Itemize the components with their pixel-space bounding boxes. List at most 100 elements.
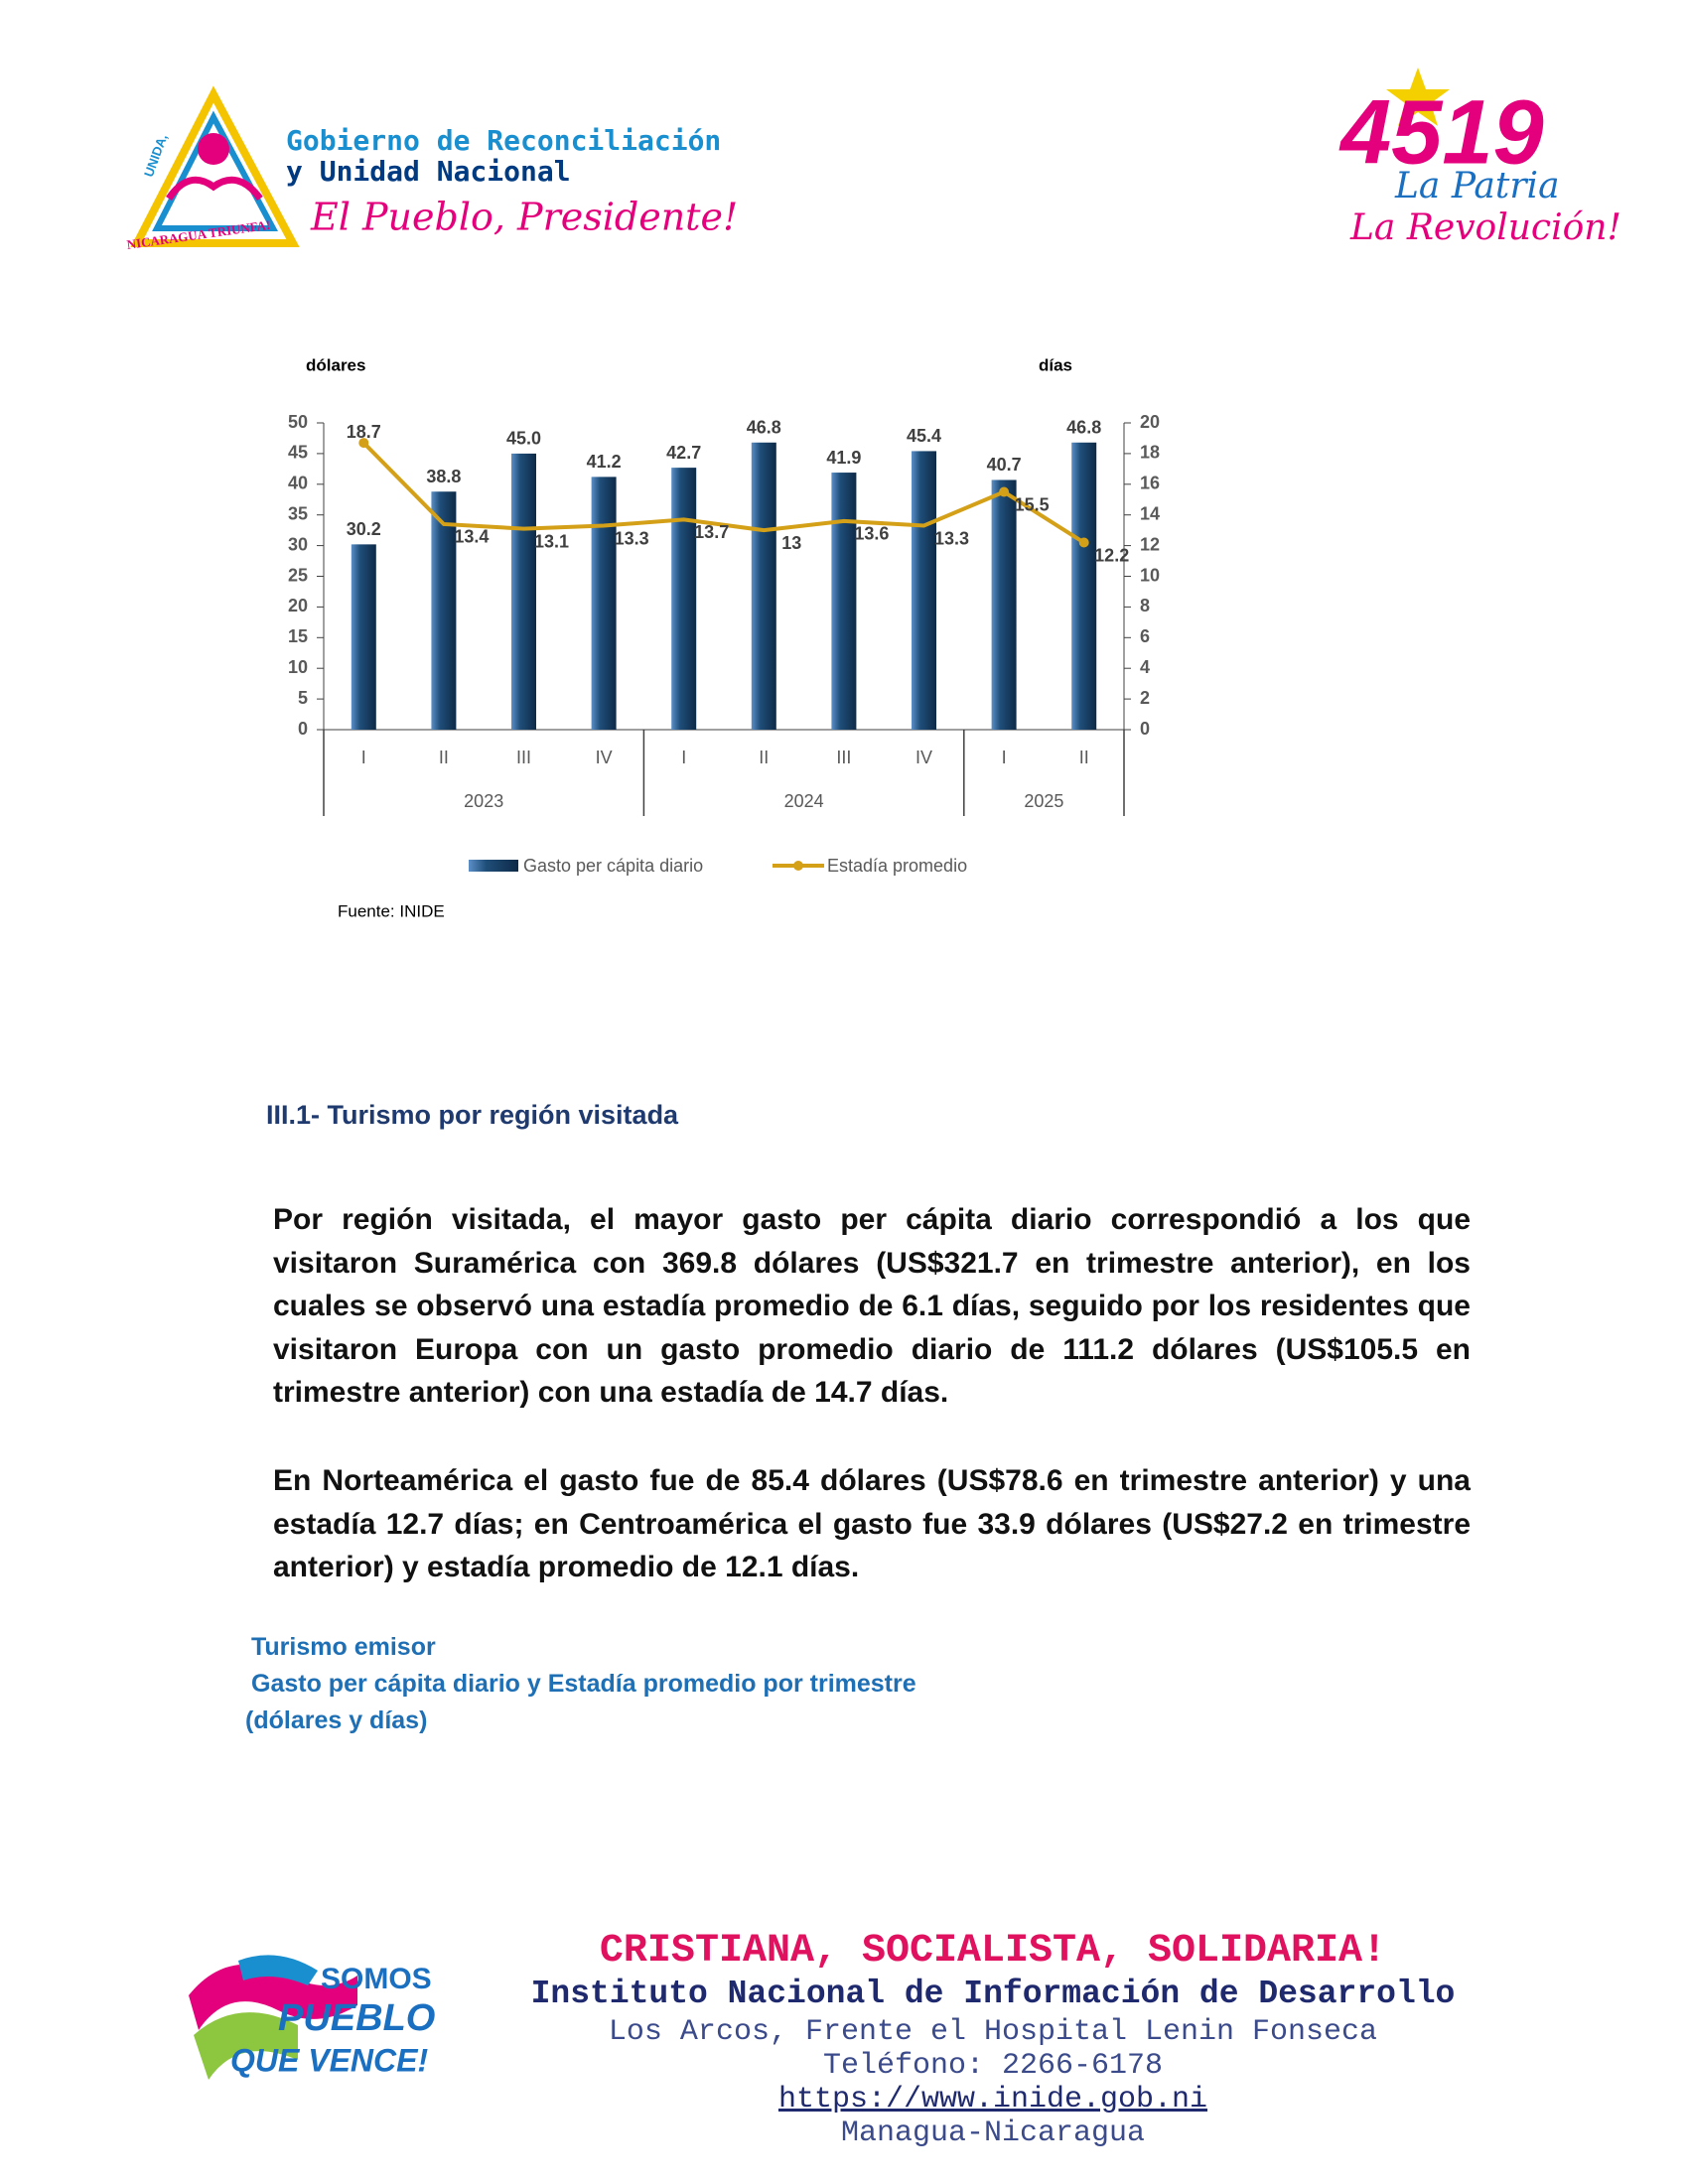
y-tick-label: 50 xyxy=(288,412,308,432)
y-tick-label: 10 xyxy=(288,657,308,677)
x-tick-label: III xyxy=(516,748,531,767)
logo-text: QUE VENCE! xyxy=(230,2042,428,2078)
caption: (dólares y días) xyxy=(245,1706,428,1734)
x-tick-label: I xyxy=(361,748,366,767)
y2-axis-label: días xyxy=(1039,355,1072,374)
x-tick-label: IV xyxy=(915,748,932,767)
legend-swatch xyxy=(469,860,518,872)
caption: Turismo emisor xyxy=(251,1633,436,1661)
bar-value-label: 46.8 xyxy=(747,418,781,438)
logo-text: PUEBLO xyxy=(278,1997,435,2039)
section-heading: III.1- Turismo por región visitada xyxy=(266,1100,679,1130)
x-tick-label: II xyxy=(1079,748,1089,767)
bar xyxy=(511,453,536,730)
slogan: El Pueblo, Presidente! xyxy=(310,196,738,239)
bar-value-label: 45.4 xyxy=(907,426,941,446)
y-tick-label: 25 xyxy=(288,565,308,585)
footer-city: Managua-Nicaragua xyxy=(840,2116,1146,2150)
x-tick-label: I xyxy=(681,748,686,767)
logo-text: SOMOS xyxy=(321,1963,432,1995)
group-label: 2024 xyxy=(784,791,824,811)
gov-name: Gobierno de Reconciliación xyxy=(286,124,721,157)
bar xyxy=(751,442,776,730)
line-value-label: 15.5 xyxy=(1015,494,1050,514)
bar xyxy=(671,468,697,730)
caption: Gasto per cápita diario y Estadía promed… xyxy=(251,1670,916,1698)
y2-tick-label: 14 xyxy=(1140,503,1160,523)
bar-value-label: 46.8 xyxy=(1066,418,1101,438)
y-tick-label: 20 xyxy=(288,596,308,615)
y2-tick-label: 18 xyxy=(1140,443,1160,463)
footer-institute: Instituto Nacional de Información de Des… xyxy=(530,1976,1456,2012)
bar-value-label: 30.2 xyxy=(347,519,381,539)
bar-value-label: 38.8 xyxy=(426,467,461,486)
footer-url[interactable]: https://www.inide.gob.ni xyxy=(777,2083,1208,2116)
y2-tick-label: 4 xyxy=(1140,657,1150,677)
badge-text: La Revolución! xyxy=(1349,207,1621,248)
y2-tick-label: 10 xyxy=(1140,565,1160,585)
y2-tick-label: 20 xyxy=(1140,412,1160,432)
x-tick-label: IV xyxy=(596,748,613,767)
y2-tick-label: 16 xyxy=(1140,474,1160,493)
y-tick-label: 0 xyxy=(298,719,308,739)
logo-ring-text: UNIDA, xyxy=(141,132,170,179)
x-tick-label: II xyxy=(439,748,449,767)
source: Fuente: INIDE xyxy=(338,901,445,920)
line-value-label: 13.1 xyxy=(534,531,569,551)
bar xyxy=(912,451,936,730)
legend-label: Gasto per cápita diario xyxy=(523,856,703,876)
line-value-label: 12.2 xyxy=(1094,545,1129,565)
y-tick-label: 5 xyxy=(298,688,308,708)
legend-swatch xyxy=(793,861,803,871)
y-axis-label: dólares xyxy=(306,355,365,374)
bar xyxy=(591,477,617,730)
bar-value-label: 42.7 xyxy=(666,443,701,463)
bar xyxy=(1071,442,1097,730)
bar-value-label: 40.7 xyxy=(987,455,1022,475)
y-tick-label: 15 xyxy=(288,626,308,646)
line-value-label: 13.7 xyxy=(694,522,729,542)
y2-tick-label: 8 xyxy=(1140,596,1150,615)
legend-label: Estadía promedio xyxy=(827,856,967,876)
line-value-label: 13.6 xyxy=(854,524,889,544)
x-tick-label: II xyxy=(759,748,769,767)
line-marker xyxy=(358,438,369,449)
bar xyxy=(431,491,457,730)
group-label: 2025 xyxy=(1024,791,1063,811)
footer-address: Los Arcos, Frente el Hospital Lenin Fons… xyxy=(608,2015,1378,2049)
y2-tick-label: 6 xyxy=(1140,626,1150,646)
y-tick-label: 30 xyxy=(288,534,308,554)
footer-motto: CRISTIANA, SOCIALISTA, SOLIDARIA! xyxy=(599,1929,1387,1974)
bar xyxy=(831,473,857,730)
paragraph: En Norteamérica el gasto fue de 85.4 dól… xyxy=(273,1464,1471,1583)
line-value-label: 13.4 xyxy=(454,527,489,547)
group-label: 2023 xyxy=(464,791,503,811)
footer-phone: Teléfono: 2266-6178 xyxy=(822,2049,1164,2083)
bar-value-label: 41.2 xyxy=(587,452,622,472)
line-marker xyxy=(1078,537,1089,548)
y2-tick-label: 12 xyxy=(1140,534,1160,554)
line-value-label: 18.7 xyxy=(347,422,381,442)
x-tick-label: III xyxy=(836,748,851,767)
bar xyxy=(991,479,1017,730)
paragraph: Por región visitada, el mayor gasto per … xyxy=(273,1203,1471,1409)
line-value-label: 13.3 xyxy=(934,528,969,548)
badge-text: La Patria xyxy=(1394,166,1560,206)
y2-tick-label: 2 xyxy=(1140,688,1150,708)
y2-tick-label: 0 xyxy=(1140,719,1150,739)
y-tick-label: 45 xyxy=(288,443,308,463)
line-value-label: 13 xyxy=(781,533,801,553)
line xyxy=(361,441,1085,545)
line-marker xyxy=(999,486,1010,497)
x-tick-label: I xyxy=(1002,748,1007,767)
badge-number: 4519 xyxy=(1338,81,1544,183)
bar xyxy=(351,544,376,730)
y-tick-label: 40 xyxy=(288,474,308,493)
gov-name: y Unidad Nacional xyxy=(286,155,571,188)
y-tick-label: 35 xyxy=(288,503,308,523)
bar-value-label: 41.9 xyxy=(826,448,861,468)
line-value-label: 13.3 xyxy=(615,528,649,548)
bar-value-label: 45.0 xyxy=(506,429,541,449)
